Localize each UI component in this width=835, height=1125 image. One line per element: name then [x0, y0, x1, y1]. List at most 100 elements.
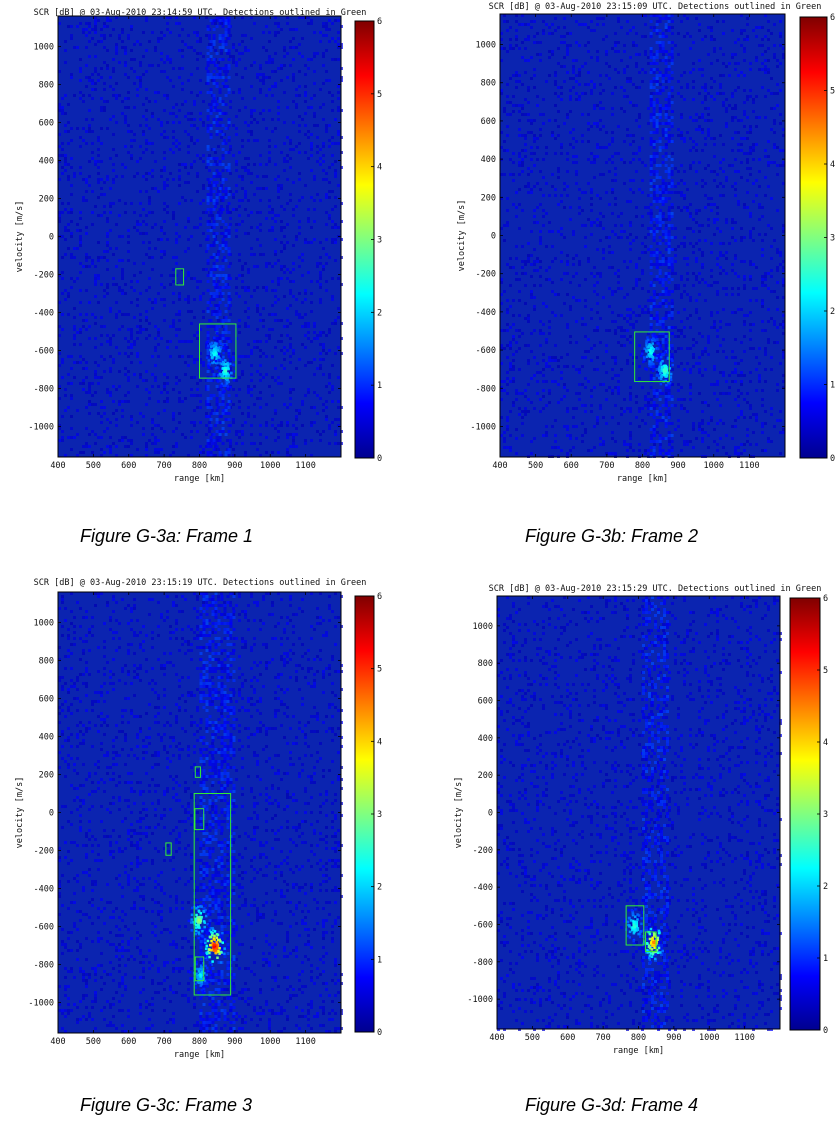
colorbar-tick-label: 2 — [377, 883, 382, 893]
y-tick-label: 200 — [481, 193, 496, 203]
detection-box — [194, 956, 205, 982]
x-tick-label: 400 — [492, 461, 507, 471]
y-tick-label: 400 — [478, 734, 493, 744]
noise-speckle — [58, 592, 343, 1033]
heatmap-svg: SCR [dB] @ 03-Aug-2010 23:15:19 UTC. Det… — [15, 578, 382, 1060]
chart-title: SCR [dB] @ 03-Aug-2010 23:14:59 UTC. Det… — [34, 8, 367, 18]
x-tick-label: 400 — [50, 461, 65, 471]
y-tick-label: 0 — [49, 809, 54, 819]
x-tick-label: 900 — [227, 1037, 242, 1047]
y-axis-label: velocity [m/s] — [15, 777, 25, 849]
x-tick-label: 500 — [528, 461, 543, 471]
y-tick-label: -1000 — [28, 423, 54, 433]
x-tick-label: 1000 — [699, 1033, 719, 1043]
x-axis-label: range [km] — [174, 474, 225, 484]
chart-panel-frame-3: SCR [dB] @ 03-Aug-2010 23:15:19 UTC. Det… — [0, 570, 400, 1070]
y-tick-label: -200 — [34, 847, 54, 857]
colorbar — [799, 16, 828, 459]
x-tick-label: 500 — [525, 1033, 540, 1043]
y-tick-label: 0 — [49, 233, 54, 243]
y-tick-label: -800 — [476, 384, 496, 394]
y-tick-label: -600 — [34, 923, 54, 933]
heatmap-svg: SCR [dB] @ 03-Aug-2010 23:15:09 UTC. Det… — [457, 2, 835, 484]
colorbar-tick-label: 5 — [377, 665, 382, 675]
heatmap-svg: SCR [dB] @ 03-Aug-2010 23:15:29 UTC. Det… — [454, 584, 828, 1056]
y-axis-label: velocity [m/s] — [454, 777, 464, 849]
y-tick-label: 200 — [39, 194, 54, 204]
y-tick-label: -400 — [34, 885, 54, 895]
y-tick-label: 200 — [39, 770, 54, 780]
y-tick-label: -400 — [476, 308, 496, 318]
x-tick-label: 1000 — [260, 1037, 280, 1047]
chart-panel-frame-4: SCR [dB] @ 03-Aug-2010 23:15:29 UTC. Det… — [415, 570, 835, 1070]
y-tick-label: 800 — [478, 659, 493, 669]
y-tick-label: -200 — [34, 271, 54, 281]
colorbar-tick-label: 6 — [377, 17, 382, 27]
colorbar-tick-label: 3 — [377, 236, 382, 246]
x-tick-label: 600 — [121, 1037, 136, 1047]
figure-caption-b: Figure G-3b: Frame 2 — [525, 526, 699, 546]
y-tick-label: 1000 — [34, 42, 54, 52]
y-tick-label: 600 — [481, 117, 496, 127]
colorbar-tick-label: 0 — [823, 1026, 828, 1036]
detection-box — [194, 766, 202, 778]
colorbar-tick-label: 6 — [377, 592, 382, 602]
x-tick-label: 800 — [192, 1037, 207, 1047]
colorbar-tick-label: 4 — [377, 737, 382, 747]
y-tick-label: 800 — [481, 79, 496, 89]
signal-blob — [639, 330, 663, 373]
figure-caption-a: Figure G-3a: Frame 1 — [80, 526, 254, 546]
y-tick-label: -400 — [34, 309, 54, 319]
colorbar-tick-label: 6 — [823, 594, 828, 604]
signal-blob — [655, 349, 674, 389]
x-tick-label: 600 — [121, 461, 136, 471]
figure-caption-d: Figure G-3d: Frame 4 — [525, 1095, 699, 1115]
colorbar-tick-label: 4 — [823, 738, 828, 748]
colorbar-tick-label: 0 — [830, 454, 835, 464]
x-tick-label: 400 — [489, 1033, 504, 1043]
chart-title: SCR [dB] @ 03-Aug-2010 23:15:19 UTC. Det… — [34, 578, 367, 588]
x-axis-label: range [km] — [617, 474, 668, 484]
x-tick-label: 500 — [86, 1037, 101, 1047]
colorbar-tick-label: 0 — [377, 1028, 382, 1038]
heatmap-svg: SCR [dB] @ 03-Aug-2010 23:14:59 UTC. Det… — [15, 8, 382, 484]
y-tick-label: -200 — [473, 846, 493, 856]
figure-caption-c: Figure G-3c: Frame 3 — [80, 1095, 253, 1115]
x-tick-label: 700 — [599, 461, 614, 471]
plot-background — [58, 16, 341, 457]
colorbar-tick-label: 1 — [823, 954, 828, 964]
detection-box — [193, 792, 232, 996]
y-tick-label: 0 — [488, 809, 493, 819]
colorbar-tick-label: 1 — [830, 381, 835, 391]
colorbar-tick-label: 5 — [377, 90, 382, 100]
x-axis-label: range [km] — [613, 1046, 664, 1056]
x-tick-label: 1100 — [734, 1033, 754, 1043]
y-tick-label: 1000 — [476, 41, 496, 51]
y-tick-label: -1000 — [470, 422, 496, 432]
chart-title: SCR [dB] @ 03-Aug-2010 23:15:29 UTC. Det… — [489, 584, 822, 594]
y-tick-label: 400 — [39, 732, 54, 742]
noise-speckle — [497, 596, 782, 1031]
y-tick-label: 400 — [39, 156, 54, 166]
x-tick-label: 1100 — [739, 461, 759, 471]
colorbar-tick-label: 4 — [830, 160, 835, 170]
y-tick-label: 600 — [478, 697, 493, 707]
colorbar-tick-label: 5 — [830, 87, 835, 97]
y-tick-label: 800 — [39, 80, 54, 90]
detection-box — [634, 331, 670, 383]
colorbar-tick-label: 3 — [830, 234, 835, 244]
y-tick-label: 0 — [491, 232, 496, 242]
x-tick-label: 1000 — [704, 461, 724, 471]
x-tick-label: 700 — [156, 1037, 171, 1047]
y-tick-label: -200 — [476, 270, 496, 280]
colorbar-tick-label: 5 — [823, 666, 828, 676]
x-tick-label: 1100 — [295, 461, 315, 471]
signal-blob — [203, 927, 226, 966]
clutter-band — [649, 14, 674, 458]
detection-box — [175, 268, 185, 286]
detection-box — [199, 323, 237, 379]
x-tick-label: 700 — [156, 461, 171, 471]
y-axis-label: velocity [m/s] — [457, 200, 467, 272]
y-tick-label: 600 — [39, 118, 54, 128]
y-tick-label: -600 — [34, 347, 54, 357]
